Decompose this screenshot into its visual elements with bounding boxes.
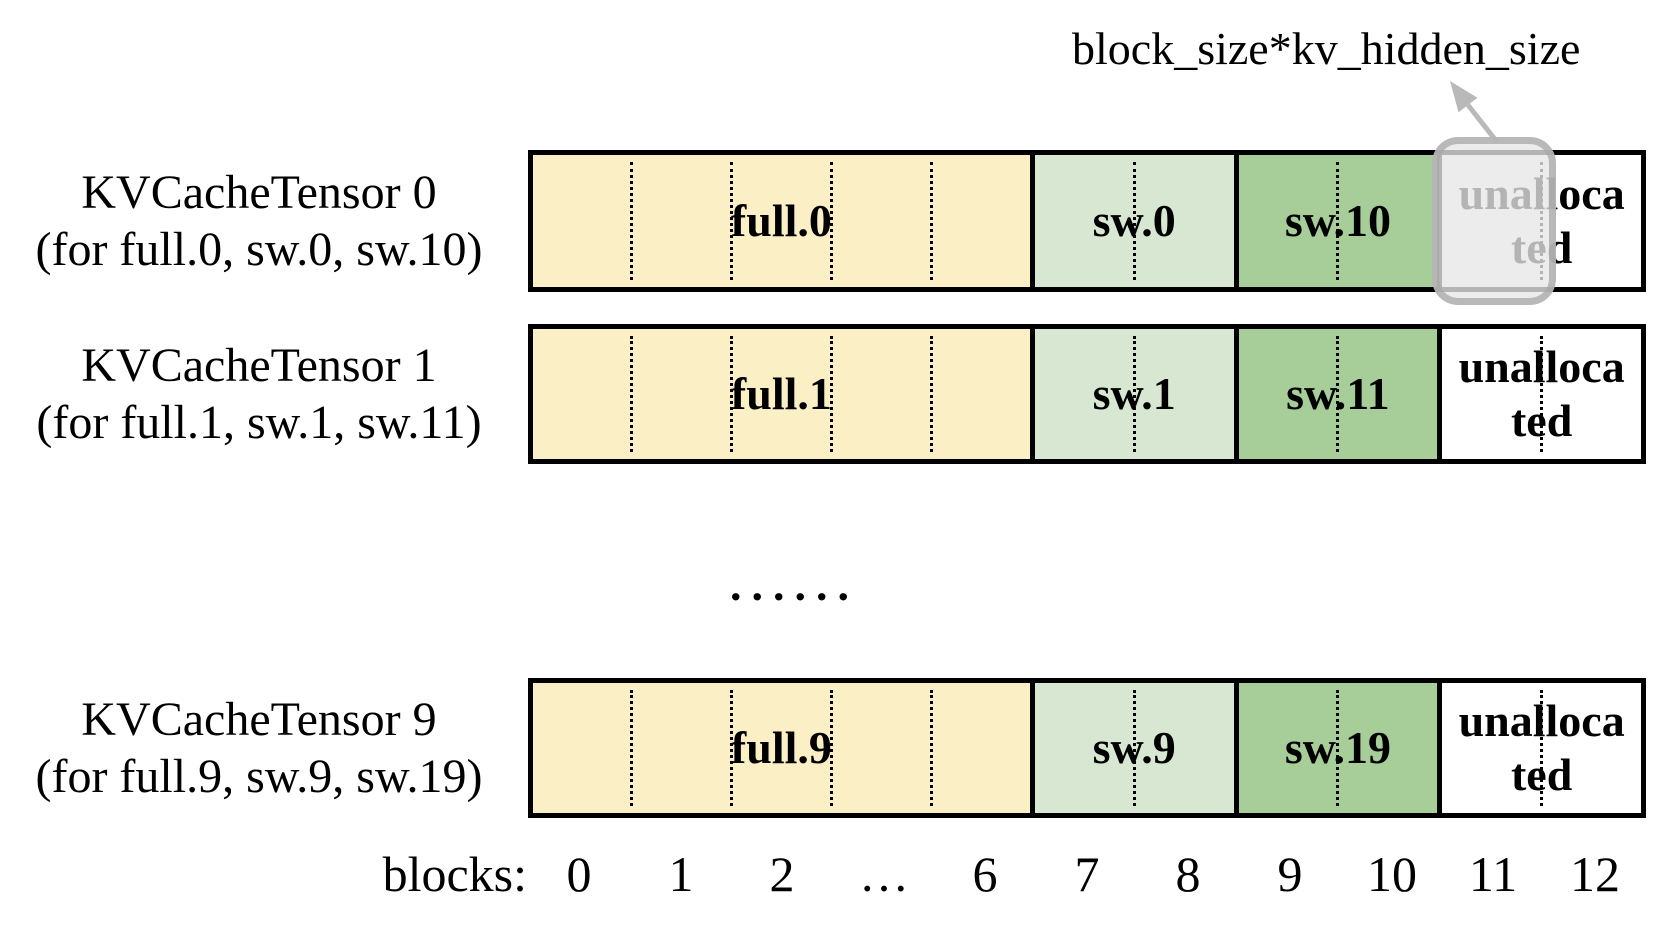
tensor-0-label: KVCacheTensor 0 (for full.0, sw.0, sw.10… (20, 164, 498, 278)
block-tick-1: 1 (668, 846, 694, 902)
tensor-1-title: KVCacheTensor 1 (81, 339, 437, 392)
segment-label: sw.9 (1092, 722, 1176, 773)
tensor-1-segment-unallocated: unalloca ted (1437, 329, 1642, 459)
tensor-9-subtitle: (for full.9, sw.9, sw.19) (35, 750, 483, 803)
segment-label: full.1 (730, 368, 832, 419)
tensor-9-label: KVCacheTensor 9 (for full.9, sw.9, sw.19… (20, 691, 498, 805)
block-size-annotation: block_size*kv_hidden_size (1072, 23, 1581, 74)
block-grid (1035, 336, 1234, 452)
tensor-0-segment-sw-light: sw.0 (1029, 155, 1234, 287)
segment-label: sw.19 (1284, 722, 1391, 773)
tensor-9-segment-sw-dark: sw.19 (1233, 683, 1438, 813)
tensor-1-segment-sw-dark: sw.11 (1233, 329, 1438, 459)
tensor-9-bar: full.9 sw.9 sw.19 unalloca ted (528, 678, 1646, 818)
block-tick-12: 12 (1570, 846, 1620, 902)
tensor-0-segment-full: full.0 (533, 155, 1030, 287)
tensor-1-segment-sw-light: sw.1 (1029, 329, 1234, 459)
block-grid (1035, 690, 1234, 806)
tensor-0-segment-sw-dark: sw.10 (1233, 155, 1438, 287)
segment-label: sw.0 (1092, 195, 1176, 246)
block-tick-11: 11 (1468, 846, 1518, 902)
block-tick-7: 7 (1074, 846, 1100, 902)
segment-label: sw.1 (1092, 368, 1176, 419)
block-grid (1239, 336, 1438, 452)
block-tick-0: 0 (566, 846, 592, 902)
segment-label: unalloca ted (1458, 695, 1625, 800)
segment-label: full.0 (730, 195, 832, 246)
segment-label: full.9 (730, 722, 832, 773)
block-tick-10: 10 (1367, 846, 1417, 902)
block-tick-2: 2 (769, 846, 795, 902)
tensor-0-subtitle: (for full.0, sw.0, sw.10) (35, 223, 483, 276)
segment-label: sw.10 (1284, 195, 1391, 246)
tensor-0-title: KVCacheTensor 0 (81, 166, 437, 219)
tensor-1-bar: full.1 sw.1 sw.11 unalloca ted (528, 324, 1646, 464)
block-grid (1442, 690, 1641, 806)
block-grid (533, 162, 1030, 280)
hidden-rows-ellipsis: ...... (730, 559, 859, 610)
block-grid (1239, 162, 1438, 280)
tensor-9-segment-full: full.9 (533, 683, 1030, 813)
tensor-1-segment-full: full.1 (533, 329, 1030, 459)
blocks-axis-label: blocks: (382, 846, 527, 902)
tensor-9-segment-sw-light: sw.9 (1029, 683, 1234, 813)
block-grid (533, 336, 1030, 452)
tensor-1-label: KVCacheTensor 1 (for full.1, sw.1, sw.11… (20, 337, 498, 451)
block-grid (1035, 162, 1234, 280)
tensor-9-segment-unallocated: unalloca ted (1437, 683, 1642, 813)
tensor-9-title: KVCacheTensor 9 (81, 693, 437, 746)
segment-label: sw.11 (1286, 368, 1390, 419)
block-grid (1239, 690, 1438, 806)
block-tick-9: 9 (1277, 846, 1303, 902)
segment-label: unalloca ted (1458, 341, 1625, 446)
block-grid (1442, 336, 1641, 452)
tensor-1-subtitle: (for full.1, sw.1, sw.11) (36, 396, 482, 449)
block-tick-ellipsis: … (859, 846, 909, 902)
block-tick-8: 8 (1175, 846, 1201, 902)
block-grid (533, 690, 1030, 806)
block-tick-6: 6 (972, 846, 998, 902)
block11-highlight-ring (1432, 137, 1556, 305)
